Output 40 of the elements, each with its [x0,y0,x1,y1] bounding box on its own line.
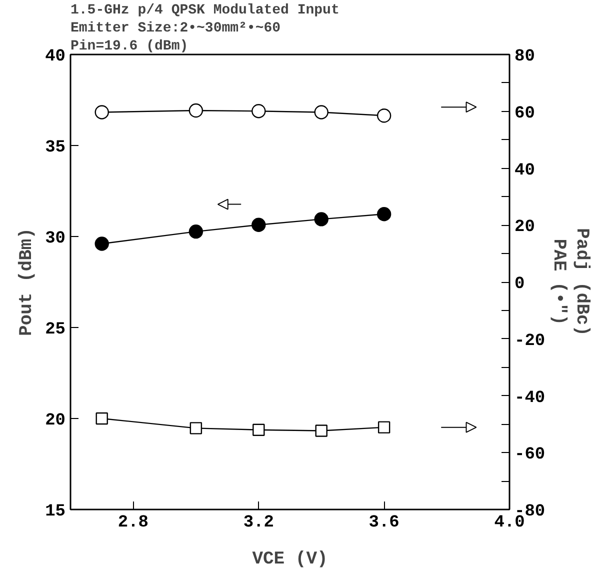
point [94,236,109,251]
y2-tick-label: 0 [514,275,525,294]
point [378,421,390,434]
point [376,207,392,222]
x-tick-label: 2.8 [118,514,149,532]
point [252,104,266,118]
point [252,424,265,436]
x-tick-label: 3.2 [243,514,274,532]
point [314,105,328,120]
y-tick-label: 25 [45,320,66,340]
y2-axis-title: PAE (•") [548,238,568,326]
y2-tick-label: 80 [514,48,535,66]
point [252,218,266,232]
x-tick-label: 3.6 [368,514,400,532]
x-tick-label: 4.0 [494,514,525,532]
point [188,224,204,239]
y2-tick-label: 20 [514,218,535,238]
chart-title: 1.5-GHz p/4 QPSK Modulated Input [70,2,340,18]
point [315,424,328,437]
y-tick-label: 40 [45,48,66,66]
point [376,108,392,123]
annotation: Pin=19.6 (dBm) [70,38,188,54]
point [314,212,328,226]
y-tick-label: 20 [45,412,66,430]
chart-subtitle: Emitter Size:2•~30mm²•~60 [70,20,281,36]
y2-tick-label: -60 [514,446,546,465]
point [188,103,204,118]
point [96,412,108,425]
y-tick-label: 35 [45,138,66,158]
point [94,105,109,120]
y-tick-label: 30 [45,230,66,248]
y-axis-title: Pout (dBm) [17,228,38,336]
y3-axis-title: Padj (dBc) [572,228,592,336]
y2-tick-label: -40 [514,388,546,408]
point [190,422,202,434]
x-axis-title: VCE (V) [252,550,328,570]
y2-tick-label: 40 [514,161,535,180]
y2-tick-label: 60 [514,104,535,124]
y-tick-label: 15 [45,502,66,522]
y2-tick-label: -20 [514,332,546,351]
